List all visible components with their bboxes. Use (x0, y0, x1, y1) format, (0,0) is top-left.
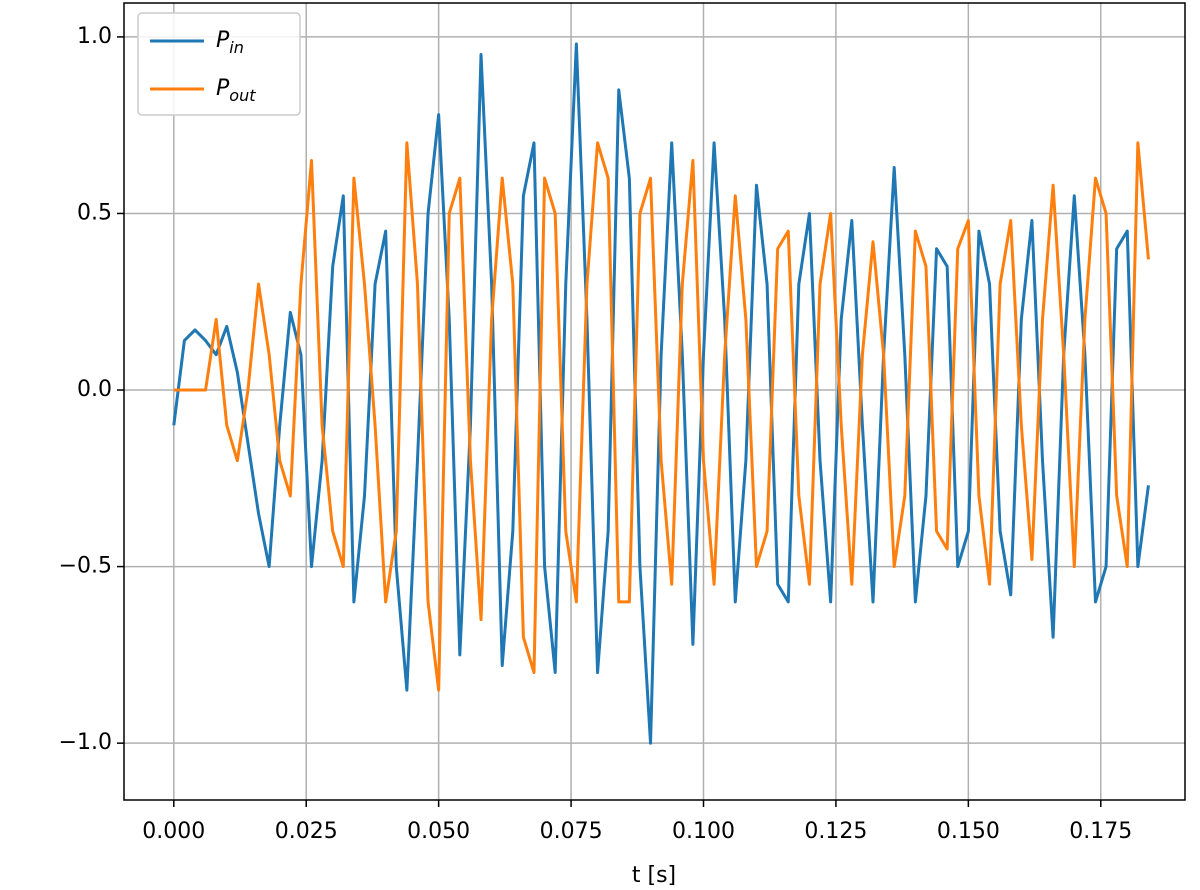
legend-label: Pout (216, 76, 256, 105)
plot-frame (123, 2, 1186, 801)
legend-subscript: in (229, 38, 244, 57)
y-tick-label: −0.5 (59, 554, 112, 579)
x-tick-label: 0.050 (407, 819, 470, 844)
legend-name: P (216, 28, 230, 53)
line-series (172, 42, 1150, 745)
y-tick-label: 0.0 (77, 377, 112, 402)
x-tick-label: 0.025 (275, 819, 338, 844)
x-tick-label: 0.075 (540, 819, 603, 844)
x-tick-label: 0.150 (937, 819, 1000, 844)
x-tick-label: 0.100 (672, 819, 735, 844)
x-tick-label: 0.175 (1069, 819, 1132, 844)
legend-name: P (216, 76, 230, 101)
y-tick-label: 1.0 (77, 24, 112, 49)
x-tick-label: 0.000 (142, 819, 205, 844)
x-tick-label: 0.125 (804, 819, 867, 844)
x-axis-label: t [s] (632, 863, 676, 888)
line-series (173, 141, 1150, 692)
legend-label: Pin (216, 28, 244, 57)
legend-subscript: out (229, 86, 256, 105)
y-tick-label: −1.0 (59, 730, 112, 755)
y-tick-label: 0.5 (77, 200, 112, 225)
